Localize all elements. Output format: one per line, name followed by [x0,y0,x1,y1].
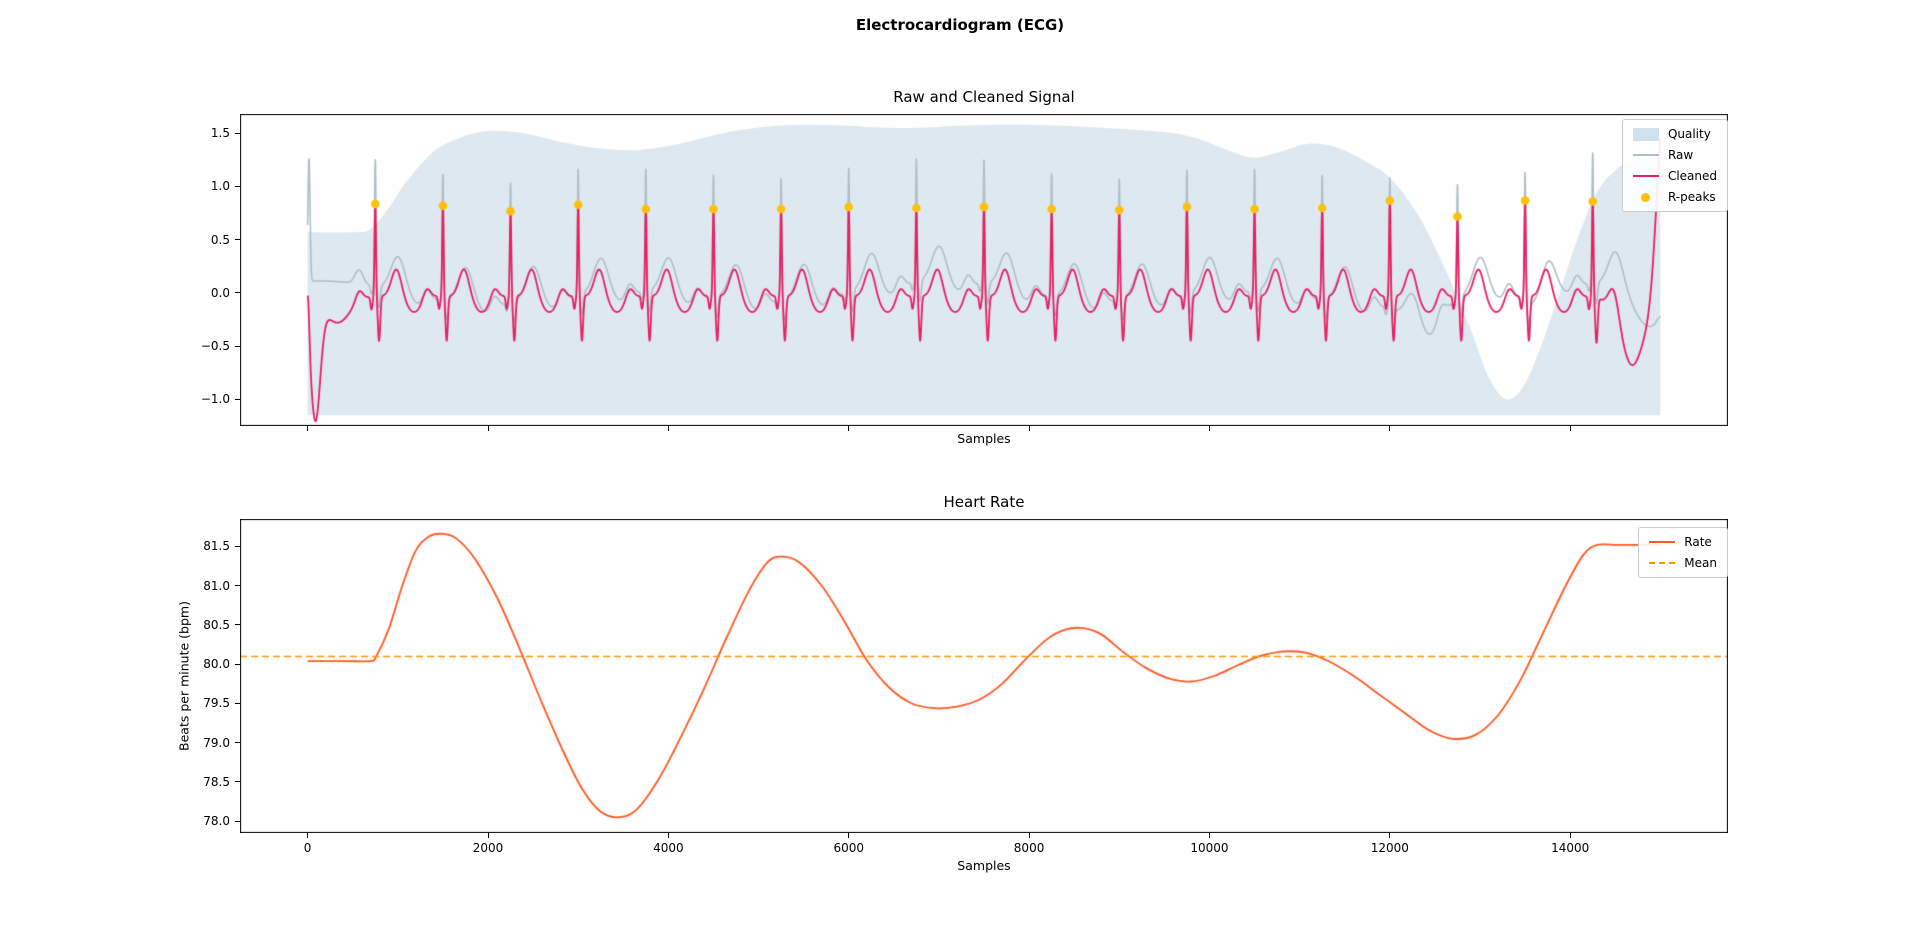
legend-entry-rate: Rate [1649,534,1717,550]
y-tick-mark [235,781,240,783]
x-tick-label: 8000 [1013,841,1045,855]
y-tick-label: 0.5 [210,232,230,247]
y-tick-label: 81.5 [203,539,230,554]
legend-swatch-line-icon [1632,154,1660,156]
legend-swatch-marker-icon [1633,192,1660,202]
heart-rate-plot-canvas [240,519,1728,833]
subplot1-legend: Quality Raw Cleaned R-peaks [1621,119,1728,212]
subplot1-xlabel: Samples [957,431,1011,446]
legend-entry-mean: Mean [1649,555,1717,571]
y-tick-mark [235,132,240,134]
x-tick-mark [1569,426,1571,431]
x-tick-mark [487,426,489,431]
y-tick-label: 81.0 [203,578,230,593]
x-tick-mark [307,833,309,838]
y-tick-label: 79.5 [203,696,230,711]
x-tick-mark [1028,426,1030,431]
y-tick-mark [235,185,240,187]
subplot1-title: Raw and Cleaned Signal [893,88,1075,106]
y-tick-mark [235,345,240,347]
x-tick-mark [667,426,669,431]
y-tick-label: 79.0 [203,735,230,750]
legend-entry-raw: Raw [1632,147,1717,163]
x-tick-mark [1569,833,1571,838]
legend-label: R-peaks [1667,190,1716,204]
x-tick-label: 2000 [472,841,504,855]
legend-label: Rate [1684,535,1712,549]
legend-label: Raw [1667,148,1694,162]
y-tick-mark [235,820,240,822]
x-tick-mark [487,833,489,838]
x-tick-mark [667,833,669,838]
y-tick-mark [235,624,240,626]
legend-swatch-patch-icon [1632,127,1660,141]
subplot2-legend: Rate Mean [1638,527,1728,578]
x-tick-mark [848,833,850,838]
y-tick-mark [235,239,240,241]
y-tick-label: 78.5 [203,774,230,789]
y-tick-mark [235,545,240,547]
legend-swatch-dashed-icon [1649,562,1676,564]
y-tick-mark [235,585,240,587]
legend-entry-cleaned: Cleaned [1632,168,1717,184]
legend-swatch-line-icon [1649,541,1676,543]
x-tick-label: 0 [303,841,312,855]
legend-label: Cleaned [1667,169,1717,183]
legend-entry-r-peaks: R-peaks [1633,189,1717,205]
x-tick-label: 14000 [1551,841,1590,855]
legend-label: Quality [1667,127,1711,141]
y-tick-mark [235,292,240,294]
legend-label: Mean [1684,556,1717,570]
x-tick-mark [1028,833,1030,838]
y-tick-label: −1.0 [200,392,230,407]
y-tick-mark [235,398,240,400]
x-tick-mark [1208,426,1210,431]
raw-cleaned-signal-plot-canvas [240,114,1728,426]
subplot2-xlabel: Samples [957,858,1011,873]
y-tick-label: 1.0 [210,179,230,194]
figure-suptitle: Electrocardiogram (ECG) [855,16,1065,34]
x-tick-label: 10000 [1190,841,1229,855]
x-tick-label: 6000 [833,841,864,855]
y-tick-label: 78.0 [203,814,230,829]
y-tick-label: 80.0 [203,657,230,672]
x-tick-mark [1389,833,1391,838]
x-tick-mark [848,426,850,431]
y-tick-label: 0.0 [210,285,230,300]
y-tick-mark [235,663,240,665]
y-tick-mark [235,702,240,704]
y-tick-mark [235,742,240,744]
y-tick-label: 80.5 [203,617,230,632]
legend-swatch-line-icon [1632,175,1660,177]
x-tick-mark [1208,833,1210,838]
subplot2-title: Heart Rate [943,493,1025,511]
x-tick-label: 12000 [1370,841,1409,855]
x-tick-mark [307,426,309,431]
y-tick-label: −0.5 [200,339,230,354]
legend-entry-quality: Quality [1632,126,1717,142]
x-tick-mark [1389,426,1391,431]
y-tick-label: 1.5 [210,126,230,141]
subplot2-ylabel: Beats per minute (bpm) [176,601,192,751]
x-tick-label: 4000 [653,841,684,855]
